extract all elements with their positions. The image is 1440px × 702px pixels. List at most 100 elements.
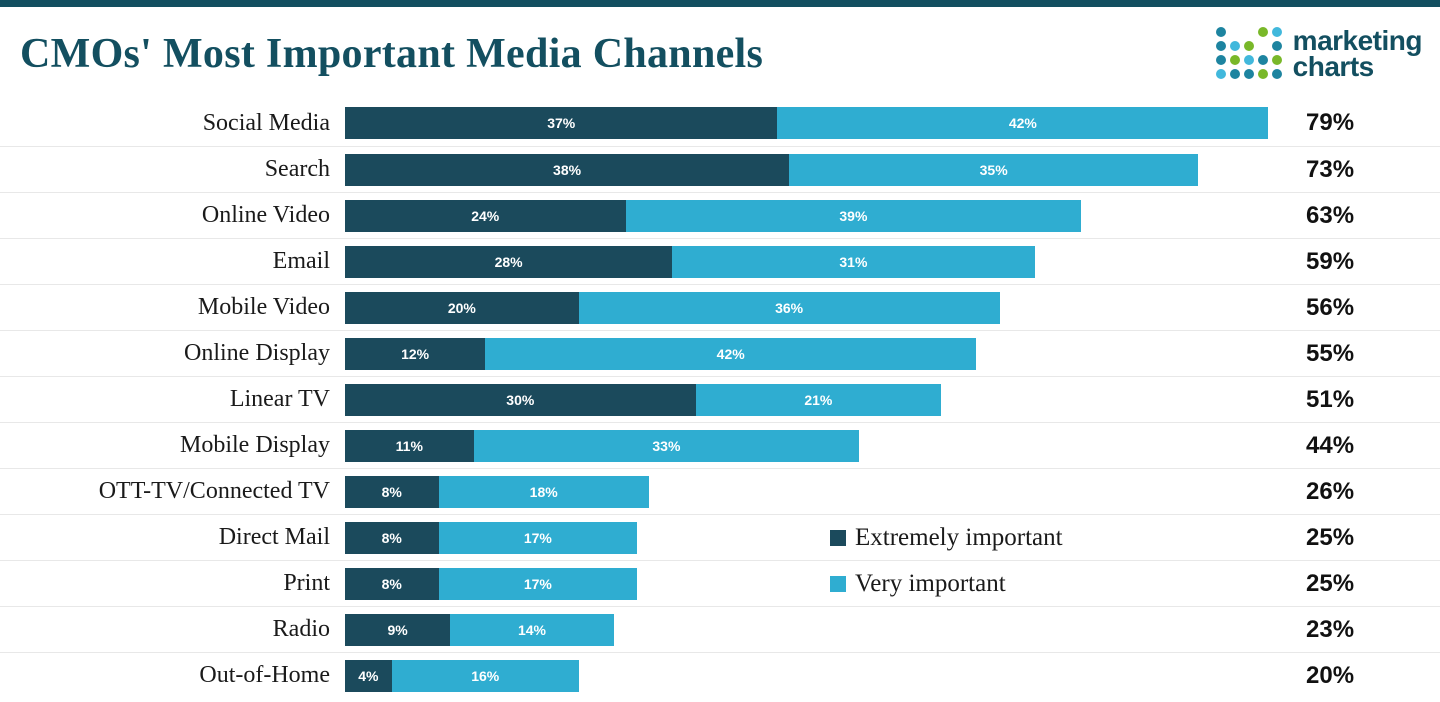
logo-dot [1257,69,1268,79]
legend-item-very-important: Very important [830,561,1063,607]
bar-segment-extremely-important: 9% [345,613,451,646]
category-label: Mobile Display [180,432,330,458]
category-label: Direct Mail [218,524,330,550]
segment-value-label: 35% [979,161,1008,178]
total-label: 55% [1306,339,1355,367]
bar-track: 12% 42% [345,337,1280,370]
total-label: 20% [1306,661,1355,689]
total-label: 44% [1306,431,1355,459]
chart-row: Direct Mail 8% 17% 25% [0,514,1440,560]
segment-value-label: 11% [395,437,423,454]
logo-text-line1: marketing [1292,24,1423,56]
chart-row: Out-of-Home 4% 16% 20% [0,652,1440,698]
bar-segment-very-important: 16% [391,659,579,692]
total-label: 23% [1306,615,1355,643]
total-label: 59% [1306,247,1355,275]
segment-value-label: 42% [716,345,745,362]
logo-text-line2: charts [1292,50,1375,82]
total-label: 26% [1306,477,1355,505]
bar-segment-extremely-important: 37% [345,107,778,139]
bar-track: 38% 35% [345,153,1280,186]
bar-track: 37% 42% [345,107,1280,139]
segment-value-label: 12% [401,345,430,362]
segment-value-label: 8% [381,529,402,546]
total-label: 25% [1306,569,1355,597]
segment-value-label: 18% [529,483,558,500]
segment-value-label: 17% [523,575,552,592]
legend-label: Extremely important [855,524,1063,551]
bar-segment-extremely-important: 4% [345,659,392,692]
bar-segment-extremely-important: 24% [345,199,626,232]
bar-segment-extremely-important: 8% [345,475,439,508]
logo-dot [1271,55,1282,65]
bar-segment-extremely-important: 38% [345,153,790,186]
segment-value-label: 33% [652,437,681,454]
total-label: 73% [1306,155,1355,183]
total-label: 25% [1306,523,1355,551]
chart-row: Online Display 12% 42% 55% [0,330,1440,376]
chart-row: Search 38% 35% 73% [0,146,1440,192]
chart-row: Online Video 24% 39% 63% [0,192,1440,238]
header: CMOs' Most Important Media Channels mark… [0,7,1440,100]
logo-dot [1271,41,1282,51]
segment-value-label: 4% [358,667,379,684]
segment-value-label: 20% [447,299,476,316]
bar-segment-extremely-important: 12% [345,337,486,370]
segment-value-label: 31% [839,253,868,270]
page-title: CMOs' Most Important Media Channels [20,30,764,77]
logo-dot [1215,27,1226,37]
logo-dot [1215,41,1226,51]
logo-dot [1243,55,1254,65]
bar-track: 9% 14% [345,613,1280,646]
bar-track: 4% 16% [345,659,1280,692]
chart-row: Radio 9% 14% 23% [0,606,1440,652]
segment-value-label: 16% [471,667,500,684]
logo-dots-icon [1215,27,1283,80]
bar-track: 24% 39% [345,199,1280,232]
category-label: Print [283,570,330,596]
bar-track: 8% 18% [345,475,1280,508]
category-label: Online Display [184,340,330,366]
segment-value-label: 30% [506,391,535,408]
bar-segment-very-important: 17% [438,567,638,600]
bar-segment-extremely-important: 30% [345,383,696,416]
segment-value-label: 28% [494,253,523,270]
logo-dot [1229,69,1240,79]
category-label: OTT-TV/Connected TV [98,478,330,504]
legend-swatch-dark-icon [830,530,846,546]
segment-value-label: 9% [387,621,408,638]
legend-item-extremely-important: Extremely important [830,515,1063,561]
total-label: 63% [1306,201,1355,229]
chart-row: Mobile Display 11% 33% 44% [0,422,1440,468]
logo-dot [1215,69,1226,79]
segment-value-label: 36% [775,299,804,316]
segment-value-label: 37% [547,115,576,131]
bar-segment-very-important: 14% [450,613,614,646]
bar-segment-very-important: 21% [695,383,942,416]
bar-track: 11% 33% [345,429,1280,462]
chart-legend: Extremely important Very important [830,515,1063,607]
category-label: Out-of-Home [199,662,330,688]
segment-value-label: 14% [517,621,547,638]
total-label: 51% [1306,385,1355,413]
bar-track: 8% 17% [345,567,1280,600]
logo-dot [1271,27,1282,37]
total-label: 79% [1306,109,1355,136]
logo-dot [1257,27,1268,37]
bar-segment-very-important: 17% [438,521,638,554]
bar-segment-very-important: 31% [672,245,1035,278]
logo-dot [1229,41,1240,51]
legend-label: Very important [855,570,1006,597]
chart-row: Linear TV 30% 21% 51% [0,376,1440,422]
bar-segment-very-important: 35% [789,153,1199,186]
logo-dot [1215,55,1226,65]
bar-segment-extremely-important: 20% [345,291,579,324]
category-label: Social Media [202,109,330,136]
legend-swatch-light-icon [830,576,846,592]
category-label: Search [264,156,330,182]
bar-segment-very-important: 18% [438,475,649,508]
segment-value-label: 38% [553,161,582,178]
chart-row: Social Media 37% 42% 79% [0,100,1440,146]
bar-segment-very-important: 42% [777,107,1269,139]
